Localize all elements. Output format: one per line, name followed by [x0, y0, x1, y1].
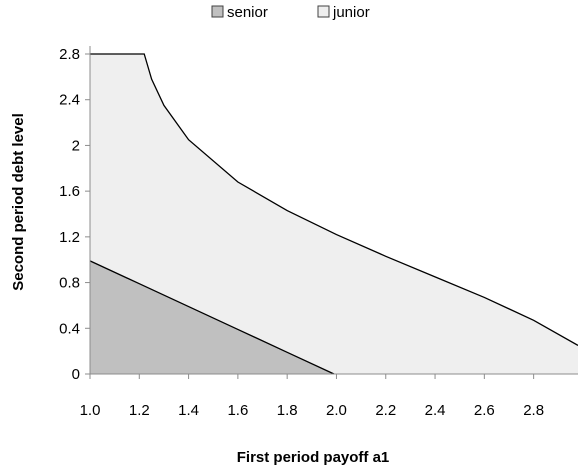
y-tick-label: 1.6: [59, 183, 80, 200]
y-axis-title: Second period debt level: [10, 113, 27, 291]
x-tick-label: 2.0: [326, 402, 347, 419]
y-tick-label: 2.8: [59, 46, 80, 63]
boundary-line-junior: [90, 53, 578, 346]
y-tick-label: 0: [72, 366, 80, 383]
x-tick-label: 2.4: [425, 402, 446, 419]
plot-area: [89, 53, 578, 375]
x-tick-label: 2.6: [474, 402, 495, 419]
legend-label-senior: senior: [227, 4, 268, 21]
x-tick-label: 2.2: [375, 402, 396, 419]
x-tick-label: 2.8: [523, 402, 544, 419]
legend-swatch-junior: [317, 5, 330, 18]
axes: 0 0.4 0.8 1.2 1.6 2 2.4 2.8 1.0 1.2 1.4 1.6 1.8 2.0 2.…: [59, 46, 578, 419]
x-tick-label: 1.2: [129, 402, 150, 419]
y-tick-label: 1.2: [59, 229, 80, 246]
y-tick-label: 2: [72, 137, 80, 154]
x-tick-label: 1.8: [277, 402, 298, 419]
legend-label-junior: junior: [332, 4, 370, 21]
y-tick-label: 0.4: [59, 320, 80, 337]
area-junior: [90, 54, 578, 374]
y-tick-label: 2.4: [59, 92, 80, 109]
y-tick-label: 0.8: [59, 275, 80, 292]
boundary-line-senior: [89, 260, 335, 375]
x-tick-label: 1.6: [227, 402, 248, 419]
x-tick-label: 1.4: [178, 402, 199, 419]
x-tick-label: 1.0: [80, 402, 101, 419]
legend-swatch-senior: [211, 5, 224, 18]
x-axis-title: First period payoff a1: [237, 449, 390, 466]
legend: senior junior: [211, 4, 370, 21]
